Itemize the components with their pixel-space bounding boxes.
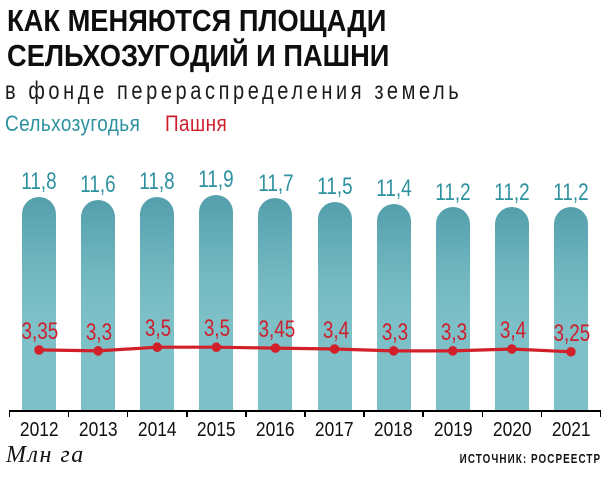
chart-title: КАК МЕНЯЮТСЯ ПЛОЩАДИ СЕЛЬХОЗУГОДИЙ И ПАШ… xyxy=(7,3,442,73)
x-axis-tick xyxy=(540,410,543,417)
bar-2020 xyxy=(494,207,529,412)
chart-subtitle: в фонде перераспределения земель xyxy=(5,77,463,105)
source-label: ИСТОЧНИК: РОСРЕЕСТР xyxy=(459,451,601,466)
x-axis-tick xyxy=(363,410,365,417)
legend-item-farmland: Сельхозугодья xyxy=(5,111,141,136)
line-point-2020 xyxy=(507,344,517,354)
year-label-2019: 2019 xyxy=(433,419,473,442)
x-axis-tick xyxy=(599,410,602,417)
year-label-2014: 2014 xyxy=(137,419,177,442)
bar-2016 xyxy=(258,198,293,412)
bar-value-label-2018: 11,4 xyxy=(375,175,412,203)
x-axis-tick xyxy=(67,410,70,417)
bar-value-label-2019: 11,2 xyxy=(435,178,471,206)
year-label-2013: 2013 xyxy=(78,419,118,442)
bar-value-label-2020: 11,2 xyxy=(494,178,530,206)
x-axis-tick xyxy=(186,410,188,417)
bar-value-label-2016: 11,7 xyxy=(257,169,294,197)
bar-2019 xyxy=(435,207,470,412)
bar-2017 xyxy=(317,202,352,412)
line-path xyxy=(38,345,571,354)
line-point-2018 xyxy=(388,346,399,356)
bar-2015 xyxy=(199,194,234,412)
chart-title-line2: СЕЛЬХОЗУГОДИЙ И ПАШНИ xyxy=(7,37,390,73)
bar-value-label-2013: 11,6 xyxy=(80,171,116,199)
line-value-label-2020: 3,4 xyxy=(499,316,526,344)
line-value-label-2014: 3,5 xyxy=(145,314,172,342)
units-label: Млн га xyxy=(6,442,85,468)
year-label-2012: 2012 xyxy=(19,419,59,442)
year-label-2018: 2018 xyxy=(374,419,413,442)
year-label-2017: 2017 xyxy=(315,419,354,442)
line-value-label-2021: 3,25 xyxy=(553,319,591,347)
line-value-label-2015: 3,5 xyxy=(204,314,231,342)
x-axis-tick xyxy=(304,410,306,417)
line-point-2015 xyxy=(211,342,222,353)
line-point-2014 xyxy=(152,342,163,353)
bar-2012 xyxy=(22,196,57,412)
bar-value-label-2014: 11,8 xyxy=(139,167,175,195)
line-point-2016 xyxy=(270,343,281,353)
x-axis-tick xyxy=(126,410,129,417)
x-axis-tick xyxy=(481,410,484,417)
x-axis-tick xyxy=(422,410,424,417)
chart-title-line1: КАК МЕНЯЮТСЯ ПЛОЩАДИ xyxy=(7,3,387,38)
line-point-2012 xyxy=(34,345,44,355)
legend-item-arable: Пашня xyxy=(165,111,228,136)
bar-2018 xyxy=(376,203,411,412)
bar-value-label-2021: 11,2 xyxy=(553,178,589,206)
year-label-2020: 2020 xyxy=(492,419,532,442)
bar-2021 xyxy=(553,207,588,412)
line-value-label-2019: 3,3 xyxy=(440,318,467,346)
x-axis-tick xyxy=(8,410,11,417)
line-value-label-2016: 3,45 xyxy=(258,315,295,343)
bar-value-label-2015: 11,9 xyxy=(198,166,235,194)
year-label-2016: 2016 xyxy=(256,419,295,442)
line-point-2013 xyxy=(93,346,103,356)
bar-value-label-2012: 11,8 xyxy=(21,167,57,195)
line-value-label-2017: 3,4 xyxy=(322,316,349,344)
bar-2014 xyxy=(140,196,175,412)
line-value-label-2013: 3,3 xyxy=(86,318,113,346)
line-point-2021 xyxy=(566,346,576,357)
line-point-2017 xyxy=(329,344,340,354)
line-value-label-2018: 3,3 xyxy=(381,318,408,346)
bar-value-label-2017: 11,5 xyxy=(316,173,353,201)
bar-2013 xyxy=(81,200,116,412)
line-value-label-2012: 3,35 xyxy=(21,317,59,345)
year-label-2015: 2015 xyxy=(196,419,236,442)
legend: Сельхозугодья Пашня xyxy=(5,113,603,139)
line-point-2019 xyxy=(447,346,458,356)
year-label-2021: 2021 xyxy=(551,419,591,442)
x-axis-tick xyxy=(245,410,247,417)
